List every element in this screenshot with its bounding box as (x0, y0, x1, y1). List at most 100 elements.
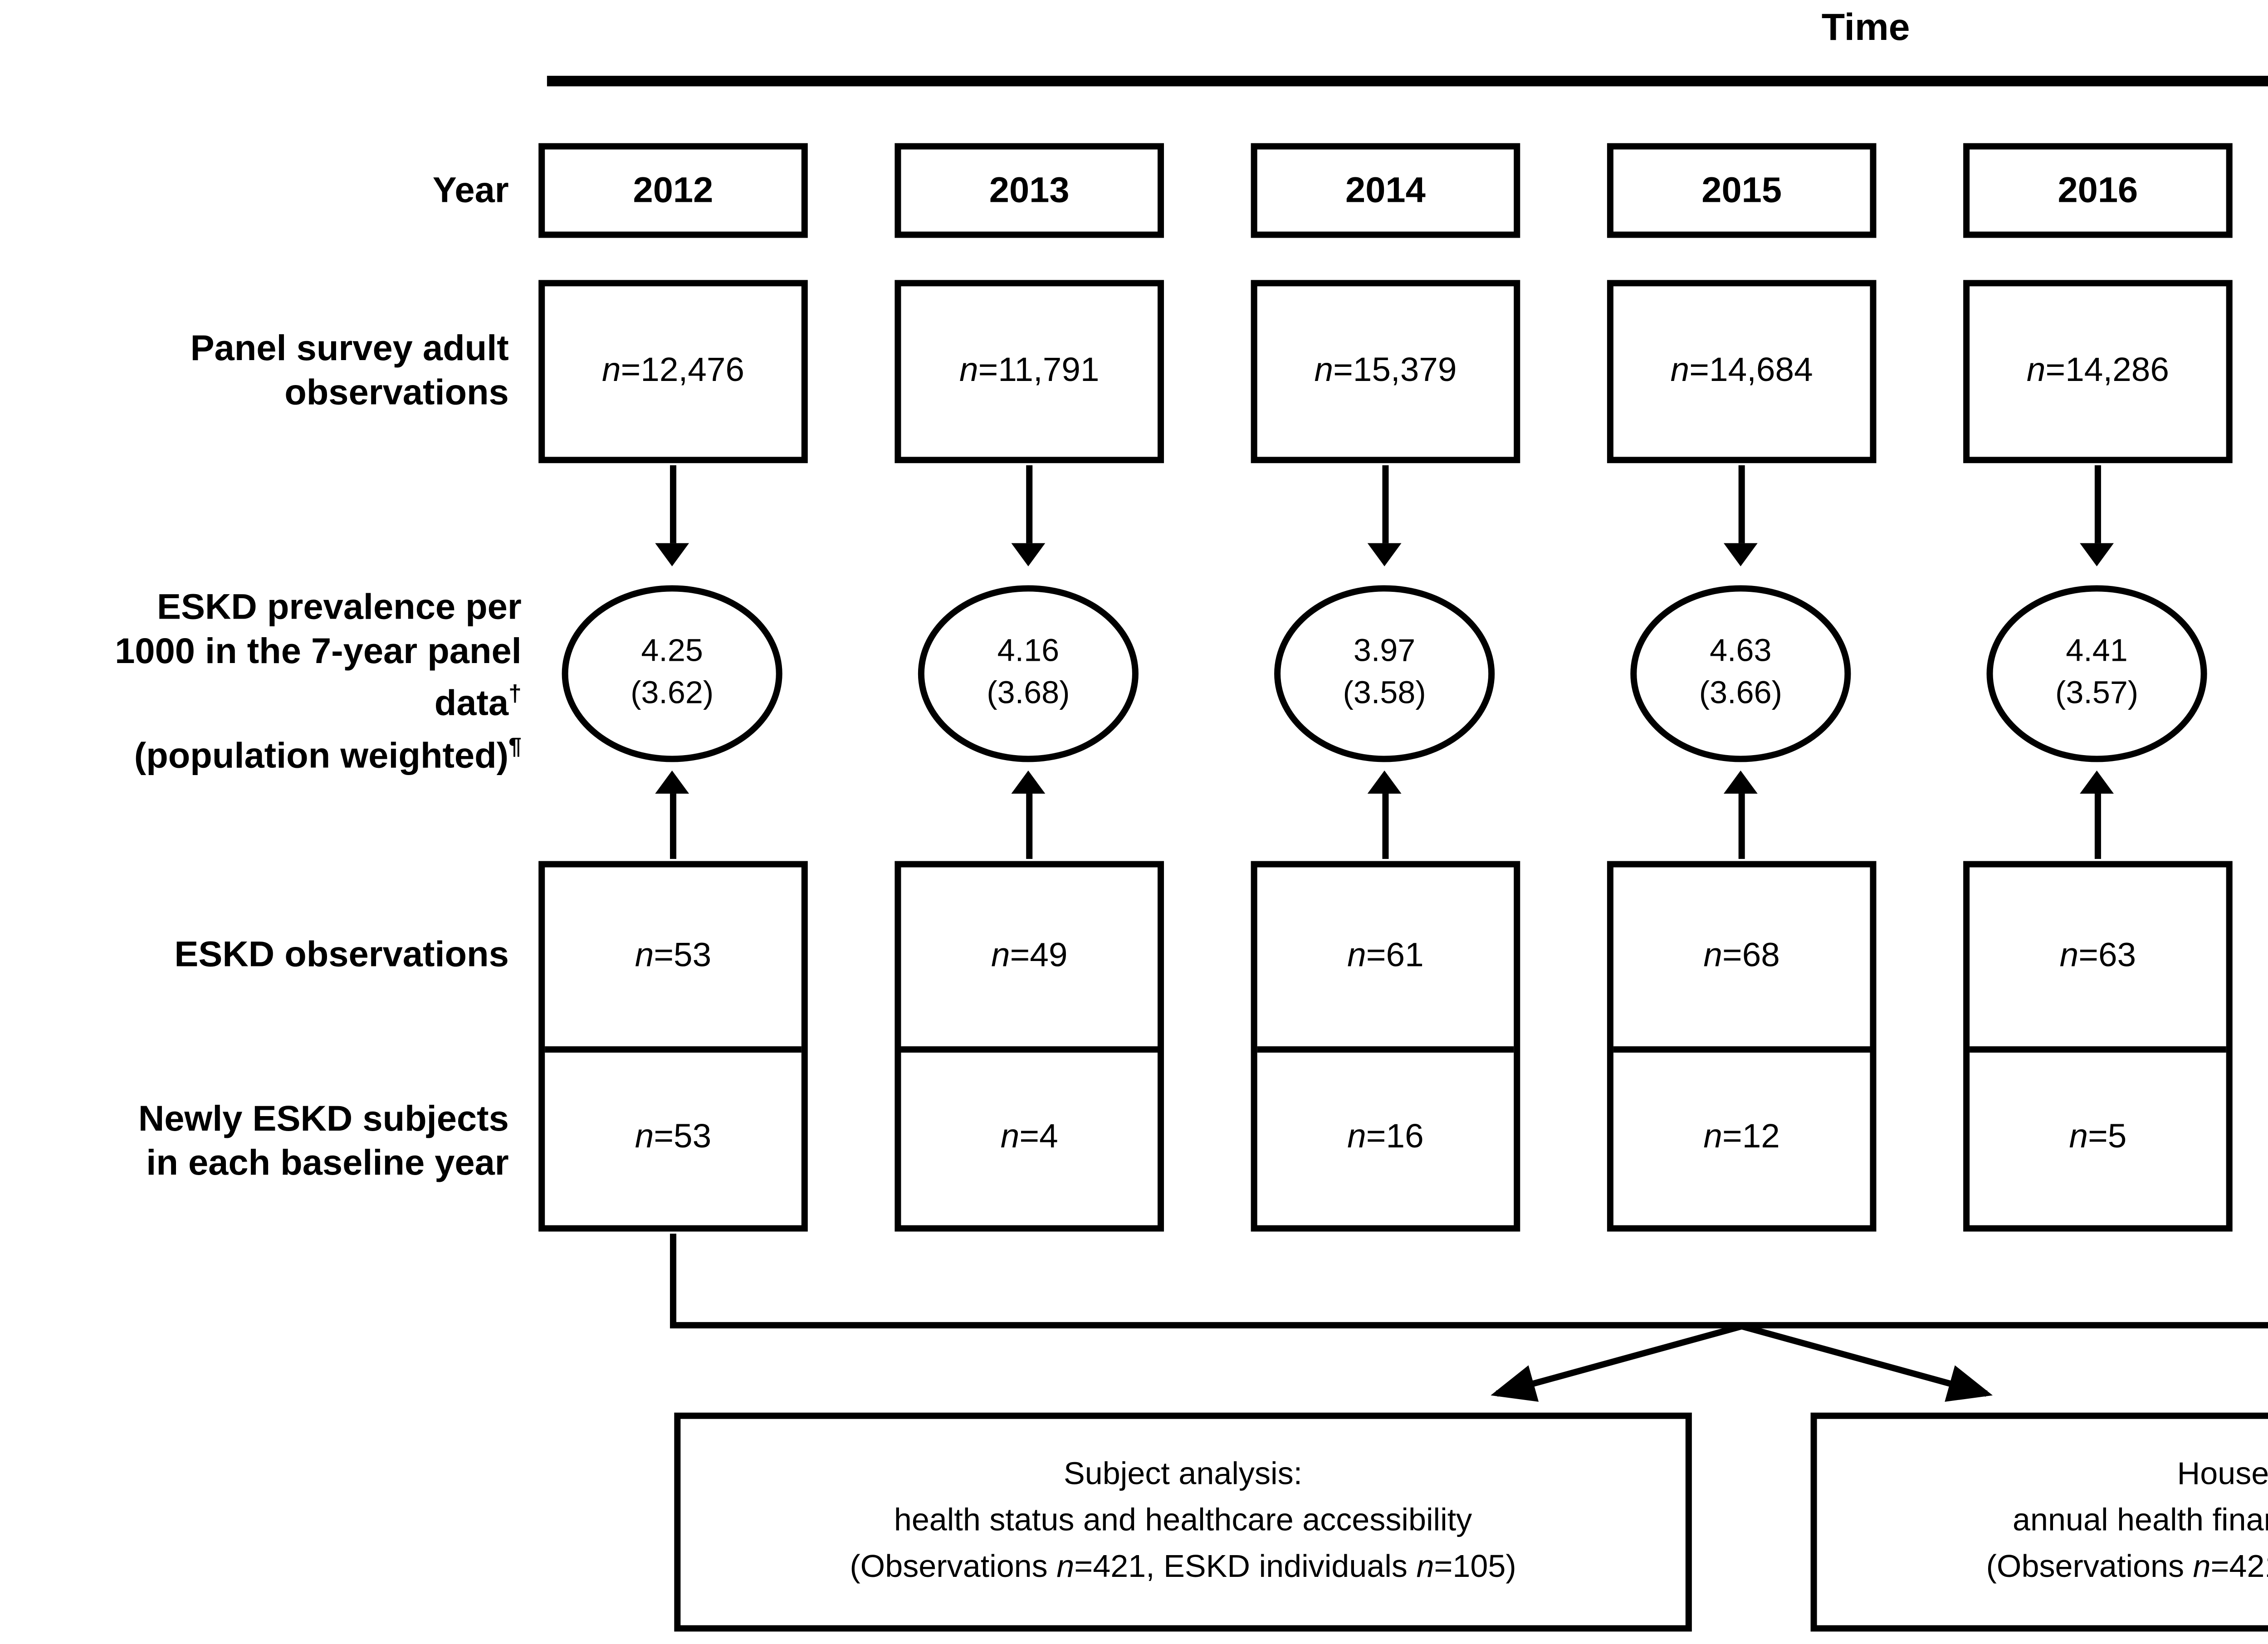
panel-n-value: n=11,791 (959, 353, 1099, 391)
eskd-n-number: 61 (1386, 938, 1424, 974)
n-symbol: n (2193, 1549, 2211, 1585)
n-symbol: n (1703, 1120, 1723, 1156)
prevalence-weighted-value: (3.66) (1699, 676, 1782, 712)
n-symbol: n (1670, 352, 1690, 389)
eskd-n-value: n=61 (1347, 938, 1423, 976)
panel-n-value: n=15,379 (1314, 353, 1457, 391)
label-line: 1000 in the 7-year panel (115, 631, 522, 672)
eskd-n-number: 49 (1030, 938, 1068, 974)
newly-n-value: n=4 (1001, 1120, 1058, 1158)
equals-sign: = (2078, 938, 2098, 974)
equals-sign: = (621, 352, 641, 389)
eskd-n-number: 63 (2098, 938, 2136, 974)
diagonal-arrow-to-subject (1491, 1323, 1743, 1402)
prevalence-ellipse: 3.97 (3.58) (1274, 585, 1495, 762)
prevalence-weighted-value: (3.57) (2055, 676, 2139, 712)
equals-sign: = (1333, 352, 1353, 389)
label-line: in each baseline year (146, 1143, 509, 1183)
eskd-double-box: n=53 n=53 (538, 861, 808, 1232)
newly-n-value: n=53 (635, 1120, 711, 1158)
newly-n-number: 4 (1039, 1120, 1058, 1156)
down-arrow-line (2093, 465, 2100, 543)
panel-observations-box: n=14,286 (1963, 280, 2233, 463)
n-symbol: n (1056, 1549, 1075, 1585)
prevalence-ellipse: 4.25 (3.62) (562, 585, 782, 762)
label-line: observations (284, 372, 509, 413)
pilcrow-footnote-mark: ¶ (508, 734, 522, 760)
equals-sign: = (1019, 1120, 1040, 1156)
analysis-line: (Observations n=421, ESKD individuals n=… (1986, 1549, 2268, 1585)
bottom-elbow-connector (670, 1234, 2268, 1402)
analysis-line: annual health finances and financial bur… (2013, 1503, 2268, 1539)
year-label: 2013 (989, 169, 1070, 210)
prevalence-value: 4.25 (641, 634, 703, 670)
year-label: 2012 (633, 169, 714, 210)
panel-observations-box: n=11,791 (894, 280, 1164, 463)
newly-eskd-cell: n=4 (901, 1046, 1158, 1225)
column-2013: 2013 n=11,791 4.16 (3.68) n=49 n=4 (894, 0, 1164, 1644)
n-symbol: n (991, 938, 1010, 974)
household-analysis-box: Household analysis: annual health financ… (1810, 1412, 2268, 1632)
panel-n-value: n=12,476 (602, 353, 744, 391)
label-line: Panel survey adult (190, 328, 509, 369)
time-axis-label: Time (1821, 6, 1910, 49)
eskd-observations-row-label: ESKD observations (174, 935, 509, 975)
analysis-line: Subject analysis: (1064, 1457, 1303, 1493)
down-arrowhead-icon (2078, 543, 2113, 566)
equals-sign: = (978, 352, 998, 389)
down-arrow-line (1381, 465, 1388, 543)
eskd-double-box: n=61 n=16 (1251, 861, 1520, 1232)
column-2012: 2012 n=12,476 4.25 (3.62) n=53 n=53 (538, 0, 808, 1644)
n-symbol: n (1314, 352, 1334, 389)
up-arrowhead-icon (1722, 770, 1757, 794)
eskd-n-value: n=49 (991, 938, 1067, 976)
down-arrow-line (1737, 465, 1744, 543)
newly-eskd-cell: n=12 (1613, 1046, 1870, 1225)
eskd-n-number: 68 (1742, 938, 1780, 974)
prevalence-ellipse: 4.41 (3.57) (1986, 585, 2207, 762)
year-label: 2016 (2058, 169, 2138, 210)
column-2015: 2015 n=14,684 4.63 (3.66) n=68 n=12 (1607, 0, 1877, 1644)
year-box: 2014 (1251, 143, 1520, 238)
n-symbol: n (635, 938, 654, 974)
newly-n-number: 53 (674, 1120, 712, 1156)
n-symbol: n (1347, 938, 1366, 974)
up-arrow-line (1025, 794, 1031, 859)
eskd-n-value: n=53 (635, 938, 711, 976)
year-box: 2016 (1963, 143, 2233, 238)
dagger-footnote-mark: † (508, 682, 522, 707)
n-symbol: n (2059, 938, 2079, 974)
down-arrowhead-icon (654, 543, 688, 566)
eskd-observations-cell: n=63 (1970, 868, 2226, 1047)
prevalence-value: 4.63 (1710, 634, 1772, 670)
n-symbol: n (1000, 1120, 1020, 1156)
equals-sign: = (2045, 352, 2066, 389)
equals-sign: = (654, 938, 674, 974)
eskd-n-value: n=68 (1703, 938, 1779, 976)
prevalence-row-label: ESKD prevalence per 1000 in the 7-year p… (0, 585, 522, 777)
label-line: data† (434, 682, 522, 724)
eskd-double-box: n=68 n=12 (1607, 861, 1877, 1232)
prevalence-weighted-value: (3.62) (631, 676, 714, 712)
eskd-double-box: n=49 n=4 (894, 861, 1164, 1232)
eskd-observations-cell: n=61 (1257, 868, 1514, 1047)
n-symbol: n (601, 352, 621, 389)
down-arrowhead-icon (1366, 543, 1401, 566)
column-2014: 2014 n=15,379 3.97 (3.58) n=61 n=16 (1251, 0, 1520, 1644)
newly-n-number: 12 (1742, 1120, 1780, 1156)
panel-n-number: 11,791 (998, 352, 1100, 389)
up-arrowhead-icon (1366, 770, 1401, 794)
time-arrow (547, 76, 2268, 87)
down-arrow-line (669, 465, 675, 543)
newly-eskd-cell: n=5 (1970, 1046, 2226, 1225)
panel-observations-box: n=14,684 (1607, 280, 1877, 463)
label-line: ESKD prevalence per (157, 587, 522, 628)
prevalence-ellipse: 4.16 (3.68) (918, 585, 1139, 762)
newly-n-value: n=12 (1703, 1120, 1779, 1158)
up-arrow-line (669, 794, 675, 859)
n-symbol: n (1703, 938, 1723, 974)
label-line: Newly ESKD subjects (138, 1099, 509, 1139)
n-symbol: n (2026, 352, 2046, 389)
